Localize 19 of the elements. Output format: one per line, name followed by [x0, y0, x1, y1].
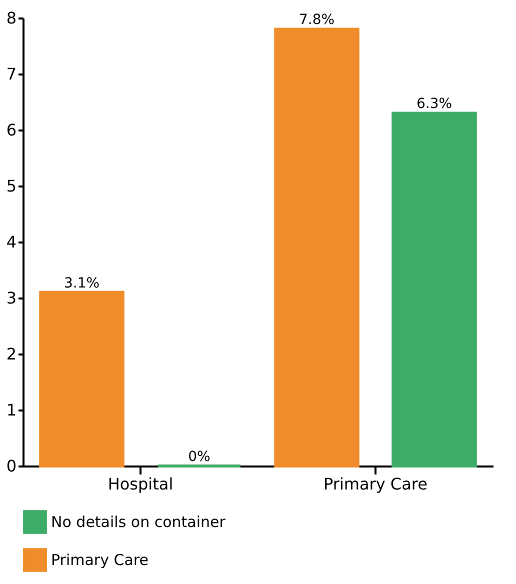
data-label: 0% [188, 449, 210, 465]
bar [392, 112, 477, 468]
bar [39, 290, 124, 468]
y-tick-label: 2 [6, 344, 16, 364]
y-tick-label: 8 [6, 8, 16, 28]
y-tick-label: 0 [6, 456, 16, 476]
data-label: 7.8% [298, 12, 335, 28]
y-tick-label: 4 [6, 232, 16, 252]
y-tick-label: 6 [6, 120, 16, 140]
bar [274, 28, 360, 468]
data-label: 6.3% [416, 96, 452, 112]
data-label: 3.1% [64, 275, 100, 292]
legend-label: Primary Care [51, 551, 148, 569]
x-tick-label: Hospital [108, 474, 174, 494]
y-tick-label: 5 [6, 176, 16, 196]
y-tick-label: 3 [6, 288, 16, 308]
y-tick-label: 1 [6, 400, 16, 420]
legend-label: No details on container [51, 513, 226, 531]
y-tick-label: 7 [6, 64, 16, 84]
